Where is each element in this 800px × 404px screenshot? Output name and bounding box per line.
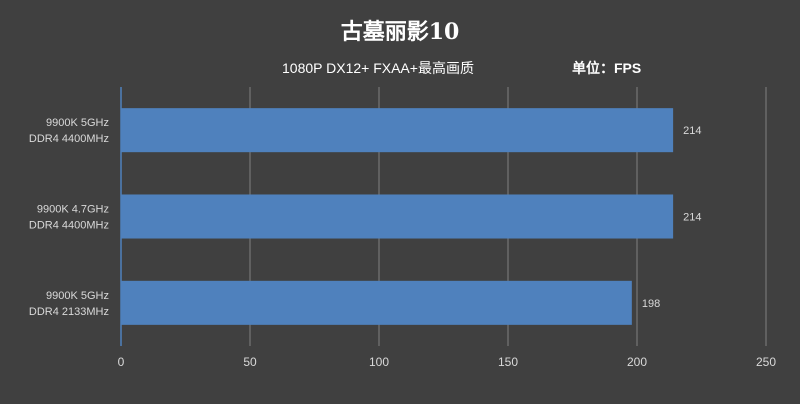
y-category-label: 9900K 4.7GHz DDR4 4400MHz xyxy=(29,204,109,232)
unit-label: 单位：FPS xyxy=(572,60,642,76)
y-category-label: 9900K 5GHz DDR4 4400MHz xyxy=(29,117,109,145)
chart-title: 古墓丽影10 xyxy=(340,19,460,45)
x-tick-label: 100 xyxy=(369,355,389,369)
y-category-label-line: DDR4 2133MHz xyxy=(29,306,109,318)
x-tick-label: 250 xyxy=(756,355,776,369)
bar xyxy=(121,108,674,153)
x-tick-label: 200 xyxy=(627,355,647,369)
x-tick-label: 50 xyxy=(243,355,257,369)
y-category-label-line: 9900K 5GHz xyxy=(46,117,109,129)
y-category-label-line: DDR4 4400MHz xyxy=(29,133,109,145)
x-tick-label: 150 xyxy=(498,355,518,369)
x-tick-label: 0 xyxy=(118,355,125,369)
bar-value-label: 198 xyxy=(642,298,660,310)
y-category-label-line: 9900K 4.7GHz xyxy=(37,204,109,216)
y-category-label-line: 9900K 5GHz xyxy=(46,290,109,302)
y-category-label-line: DDR4 4400MHz xyxy=(29,220,109,232)
bar-value-label: 214 xyxy=(683,125,701,137)
bar-value-label: 214 xyxy=(683,212,701,224)
chart-subtitle: 1080P DX12+ FXAA+最高画质 xyxy=(282,60,474,76)
bar xyxy=(121,280,632,325)
y-category-label: 9900K 5GHz DDR4 2133MHz xyxy=(29,290,109,318)
bar xyxy=(121,194,674,239)
